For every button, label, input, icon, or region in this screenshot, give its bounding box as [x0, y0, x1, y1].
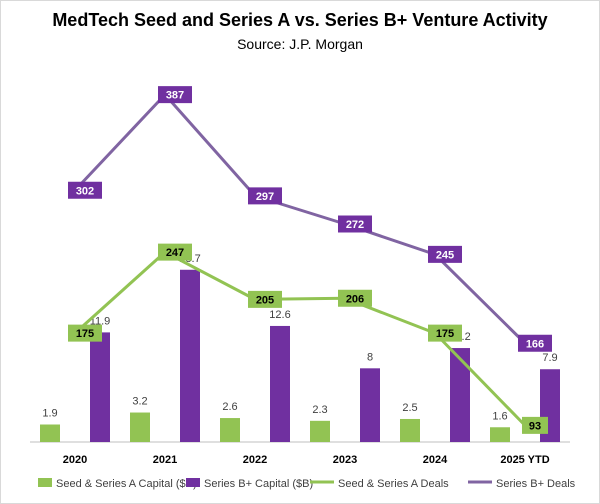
data-label-seed-capital: 2.6: [222, 401, 237, 413]
deal-label-box-series-b: [428, 245, 462, 263]
deal-label-box-series-b: [338, 215, 372, 233]
x-tick-label: 2023: [333, 454, 357, 466]
data-label-seed-deals: 205: [256, 294, 274, 306]
bar-seed-series-a-capital: [400, 418, 420, 442]
data-label-seed-capital: 2.3: [312, 404, 327, 416]
bar-seed-series-a-capital: [220, 418, 240, 442]
line-seed-series-a-deals: [73, 250, 527, 427]
x-tick-label: 2022: [243, 454, 267, 466]
deal-label-box-seed: [428, 324, 462, 342]
data-label-seed-capital: 3.2: [132, 396, 147, 408]
deal-label-box-series-b: [68, 181, 102, 199]
data-label-seed-deals: 247: [166, 247, 184, 259]
bar-series-b-capital: [180, 269, 200, 442]
deal-label-box-seed: [68, 324, 102, 342]
data-label-seed-capital: 1.9: [42, 408, 57, 420]
bar-series-b-capital: [450, 348, 470, 442]
bar-series-b-capital: [270, 325, 290, 442]
data-label-series-b-deals: 166: [526, 338, 544, 350]
x-tick-label: 2020: [63, 454, 87, 466]
data-label-series-b-deals: 302: [76, 185, 94, 197]
deal-label-box-series-b: [518, 334, 552, 352]
legend-label: Seed & Series A Deals: [338, 478, 449, 490]
data-label-series-b-deals: 245: [436, 249, 454, 261]
chart-title: MedTech Seed and Series A vs. Series B+ …: [52, 10, 548, 30]
bar-seed-series-a-capital: [130, 412, 150, 442]
deal-label-box-series-b: [248, 187, 282, 205]
legend-swatch: [186, 478, 200, 487]
data-label-series-b-deals: 272: [346, 219, 364, 231]
data-label-seed-capital: 1.6: [492, 410, 507, 422]
data-label-seed-deals: 206: [346, 293, 364, 305]
bar-seed-series-a-capital: [310, 420, 330, 442]
data-label-series-b-capital: 12.6: [269, 309, 290, 321]
legend-swatch: [38, 478, 52, 487]
bar-series-b-capital: [90, 332, 110, 442]
deal-label-box-seed: [522, 416, 548, 434]
deal-label-box-seed: [338, 289, 372, 307]
deal-label-box-series-b: [158, 86, 192, 104]
deal-label-box-seed: [158, 243, 192, 261]
data-label-seed-deals: 93: [529, 420, 541, 432]
legend-label: Series B+ Capital ($B): [204, 478, 313, 490]
legend-label: Series B+ Deals: [496, 478, 576, 490]
x-tick-label: 2024: [423, 454, 448, 466]
data-label-series-b-capital: 8: [367, 351, 373, 363]
data-label-seed-capital: 2.5: [402, 402, 417, 414]
x-tick-label: 2021: [153, 454, 177, 466]
x-tick-label: 2025 YTD: [500, 454, 549, 466]
bar-series-b-capital: [360, 368, 380, 442]
data-label-seed-deals: 175: [76, 328, 94, 340]
data-label-series-b-capital: 7.9: [542, 352, 557, 364]
data-label-series-b-capital: 11.9: [90, 315, 111, 327]
deal-label-box-seed: [248, 290, 282, 308]
chart-subtitle: Source: J.P. Morgan: [237, 36, 363, 52]
bar-seed-series-a-capital: [40, 424, 60, 442]
legend-label: Seed & Series A Capital ($B): [56, 478, 197, 490]
data-label-seed-deals: 175: [436, 328, 454, 340]
bar-seed-series-a-capital: [490, 427, 510, 442]
data-label-series-b-deals: 297: [256, 191, 274, 203]
line-series-b-deals: [73, 93, 527, 345]
data-label-series-b-deals: 387: [166, 90, 184, 102]
